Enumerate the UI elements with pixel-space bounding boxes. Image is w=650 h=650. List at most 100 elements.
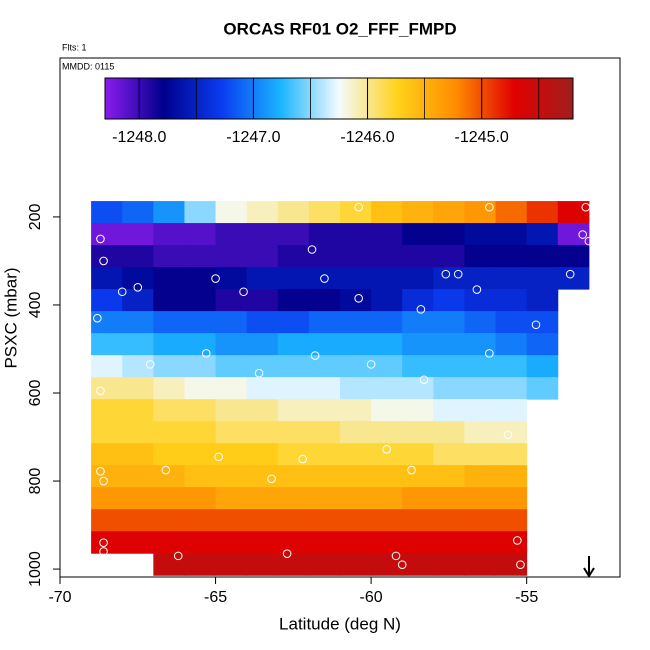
heatmap-cell: [433, 201, 465, 224]
sample-point: [531, 320, 541, 330]
heatmap-cell: [371, 421, 403, 444]
heatmap-cell: [433, 487, 465, 510]
heatmap-cell: [495, 201, 528, 224]
heatmap-cell: [340, 311, 372, 334]
heatmap-cell: [526, 355, 559, 378]
colorbar-tick-label: -1245.0: [455, 129, 509, 146]
sample-point: [513, 536, 522, 545]
heatmap-cell: [495, 289, 528, 312]
heatmap-cell: [215, 531, 248, 554]
y-tick-label: 600: [27, 380, 44, 407]
heatmap-cell: [122, 289, 154, 312]
heatmap-cell: [371, 487, 403, 510]
heatmap-cell: [184, 289, 217, 312]
heatmap-cell: [122, 399, 154, 422]
heatmap-cell: [433, 377, 465, 400]
heatmap-cell: [402, 487, 434, 510]
heatmap-cell: [91, 399, 123, 422]
heatmap-cell: [433, 465, 465, 488]
heatmap-cell: [402, 465, 434, 488]
wind-arrow: [583, 556, 595, 578]
heatmap-cell: [277, 377, 310, 400]
heatmap-cell: [153, 377, 185, 400]
heatmap-cell: [433, 399, 465, 422]
heatmap-cell: [495, 553, 528, 576]
sample-point: [298, 454, 307, 464]
heatmap-cell: [433, 333, 465, 356]
heatmap-cell: [464, 399, 497, 422]
heatmap-cell: [464, 311, 497, 334]
heatmap-cell: [277, 355, 310, 378]
heatmap-cell: [340, 223, 372, 246]
heatmap-cell: [277, 333, 310, 356]
heatmap-cell: [495, 487, 528, 510]
sample-point: [99, 476, 108, 486]
heatmap-cell: [340, 443, 372, 466]
heatmap-cell: [277, 465, 310, 488]
heatmap-cell: [495, 223, 528, 246]
sample-point: [382, 445, 391, 454]
heatmap-cell: [153, 487, 185, 510]
heatmap-cell: [308, 223, 341, 246]
heatmap-cell: [308, 311, 341, 334]
heatmap-cell: [215, 421, 248, 444]
heatmap-cell: [277, 289, 310, 312]
heatmap-cell: [340, 399, 372, 422]
heatmap-cell: [153, 355, 185, 378]
x-tick-label: -65: [204, 589, 227, 606]
heatmap-cell: [371, 531, 403, 554]
heatmap-cell: [153, 553, 185, 576]
heatmap-cell: [557, 223, 590, 246]
sample-point: [441, 269, 451, 279]
heatmap-cell: [371, 333, 403, 356]
heatmap-cell: [557, 201, 590, 224]
sample-point: [99, 547, 108, 556]
heatmap-cell: [184, 465, 217, 488]
heatmap-cell: [246, 311, 279, 334]
y-tick-label: 800: [27, 468, 44, 495]
sample-point: [366, 360, 376, 369]
heatmap-cell: [495, 443, 528, 466]
heatmap-cell: [526, 223, 559, 246]
heatmap-cell: [371, 377, 403, 400]
heatmap-cell: [433, 311, 465, 334]
heatmap-cell: [308, 245, 341, 268]
y-tick-label: 1000: [27, 551, 44, 587]
heatmap-cell: [402, 201, 434, 224]
heatmap-cell: [153, 267, 185, 290]
heatmap-cell: [433, 443, 465, 466]
heatmap-cell: [308, 443, 341, 466]
heatmap-cell: [184, 201, 217, 224]
heatmap-cell: [277, 267, 310, 290]
heatmap-cell: [153, 399, 185, 422]
heatmap-cell: [308, 333, 341, 356]
heatmap-cell: [526, 267, 559, 290]
heatmap-cell: [495, 355, 528, 378]
heatmap-cell: [308, 201, 341, 224]
sample-point: [516, 560, 525, 569]
heatmap-cell: [122, 267, 154, 290]
heatmap-cell: [246, 333, 279, 356]
heatmap-cell: [402, 377, 434, 400]
heatmap-cell: [122, 487, 154, 510]
heatmap-cell: [371, 443, 403, 466]
heatmap-cell: [371, 553, 403, 576]
heatmap-cell: [215, 267, 248, 290]
heatmap-cell: [371, 465, 403, 488]
heatmap-cell: [91, 355, 123, 378]
heatmap-cell: [184, 267, 217, 290]
heatmap-cell: [91, 245, 123, 268]
y-tick-label: 200: [27, 203, 44, 230]
heatmap-cell: [122, 443, 154, 466]
heatmap-cell: [495, 245, 528, 268]
heatmap-cell: [246, 355, 279, 378]
heatmap-cell: [122, 355, 154, 378]
y-tick-label: 400: [27, 292, 44, 319]
heatmap-cell: [246, 487, 279, 510]
plot-frame: [59, 57, 621, 578]
heatmap-cell: [277, 443, 310, 466]
sample-point: [93, 313, 102, 323]
heatmap-cell: [308, 267, 341, 290]
sample-point: [584, 236, 594, 246]
sample-point: [211, 274, 220, 283]
